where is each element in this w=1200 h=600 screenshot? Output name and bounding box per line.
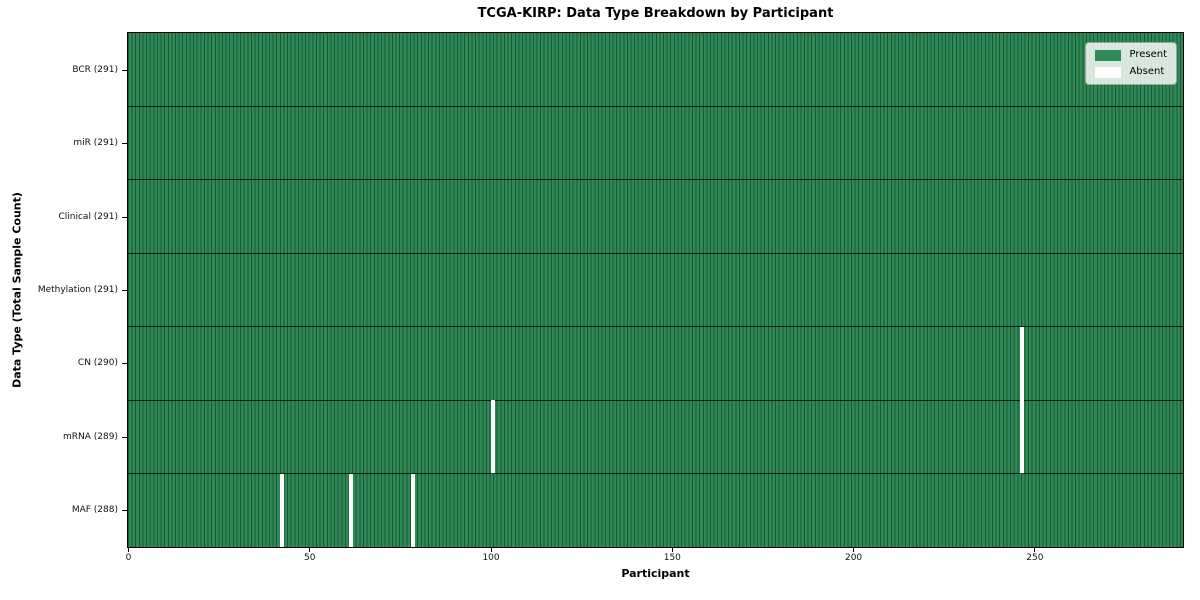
x-tick-mark [309, 548, 311, 552]
row-boundary-line [128, 399, 1183, 401]
y-tick-label: miR (291) [73, 138, 118, 149]
y-tick-mark [122, 216, 127, 218]
x-tick-mark [853, 548, 855, 552]
row-boundary-line [128, 252, 1183, 254]
x-tick-label: 250 [1026, 553, 1044, 563]
chart-title: TCGA-KIRP: Data Type Breakdown by Partic… [477, 6, 834, 21]
legend-label-absent: Absent [1129, 66, 1165, 77]
row-boundary-line [128, 105, 1183, 107]
y-tick-label: BCR (291) [72, 64, 118, 75]
x-tick-mark [490, 548, 492, 552]
legend: Present Absent [1085, 42, 1177, 85]
x-tick-mark [1034, 548, 1036, 552]
absent-participant-line [1019, 400, 1024, 474]
y-tick-label: CN (290) [77, 358, 118, 369]
y-tick-label: Clinical (291) [58, 211, 118, 222]
absent-participant-line [490, 400, 495, 474]
absent-participant-line [349, 473, 354, 547]
legend-item-absent: Absent [1095, 66, 1167, 78]
absent-participant-line [1019, 326, 1024, 401]
y-tick-mark [122, 510, 127, 512]
x-tick-label: 150 [663, 553, 681, 563]
y-tick-label: mRNA (289) [63, 431, 118, 442]
y-tick-mark [122, 436, 127, 438]
x-tick-label: 50 [304, 553, 316, 563]
x-axis-label: Participant [621, 567, 690, 580]
row-boundary-line [128, 473, 1183, 475]
y-tick-label: Methylation (291) [37, 285, 118, 295]
row-boundary-line [128, 179, 1183, 181]
x-tick-label: 200 [844, 553, 863, 563]
present-color-swatch [1095, 49, 1122, 61]
absent-participant-line [280, 473, 285, 547]
y-tick-mark [122, 143, 127, 145]
y-tick-mark [122, 69, 127, 71]
absent-color-swatch [1095, 66, 1122, 78]
y-tick-mark [122, 290, 127, 291]
x-tick-label: 0 [125, 553, 132, 563]
x-tick-label: 100 [482, 553, 500, 563]
absent-participant-line [410, 473, 415, 547]
x-tick-mark [671, 548, 673, 552]
x-tick-mark [128, 548, 129, 552]
row-boundary-line [128, 326, 1183, 328]
legend-item-present: Present [1095, 49, 1167, 61]
y-tick-mark [122, 363, 127, 365]
heatmap-plot-area [127, 32, 1184, 548]
y-tick-label: MAF (288) [71, 505, 118, 516]
legend-label-present: Present [1129, 49, 1167, 60]
